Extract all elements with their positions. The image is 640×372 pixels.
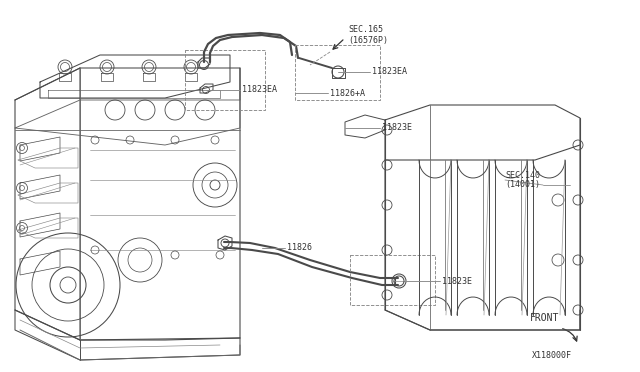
Text: FRONT: FRONT bbox=[530, 313, 559, 323]
Text: 11823EA: 11823EA bbox=[242, 86, 277, 94]
Text: 11826: 11826 bbox=[287, 244, 312, 253]
FancyArrowPatch shape bbox=[563, 329, 577, 341]
Text: 11823EA: 11823EA bbox=[372, 67, 407, 77]
Text: 11823E: 11823E bbox=[442, 276, 472, 285]
Text: (16576P): (16576P) bbox=[348, 35, 388, 45]
Text: SEC.140: SEC.140 bbox=[505, 170, 540, 180]
Text: X118000F: X118000F bbox=[532, 350, 572, 359]
Text: SEC.165: SEC.165 bbox=[348, 26, 383, 35]
Text: 11823E: 11823E bbox=[382, 124, 412, 132]
Text: (14001): (14001) bbox=[505, 180, 540, 189]
Text: 11826+A: 11826+A bbox=[330, 89, 365, 97]
